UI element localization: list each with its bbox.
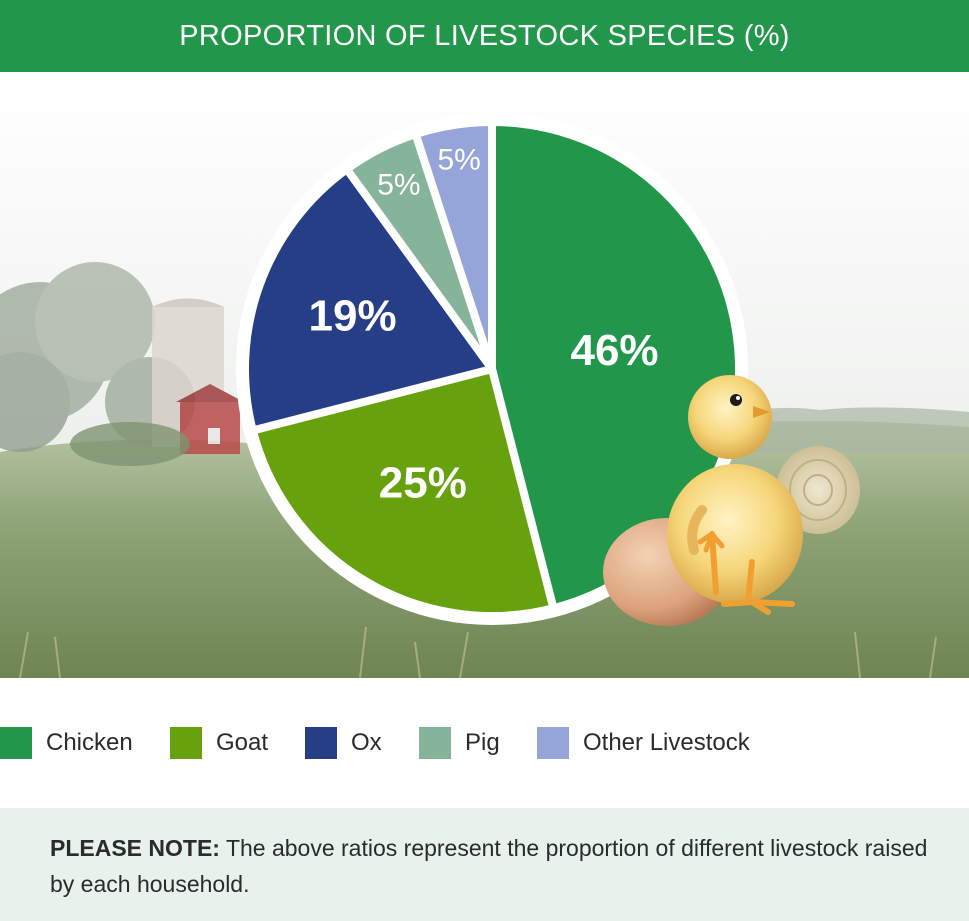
note-text: The above ratios represent the proportio… [50,835,928,897]
legend-item-goat: Goat [170,720,268,766]
legend-swatch [305,727,337,759]
legend-label: Other Livestock [583,729,750,756]
legend-swatch [0,727,32,759]
note-box: PLEASE NOTE: The above ratios represent … [0,808,969,921]
barn [152,298,244,454]
farm-background: 46% 25% 19% 5% 5% [0,72,969,678]
grass-texture [19,626,937,678]
pie-slice-other-livestock [411,118,496,373]
legend-label: Goat [216,729,269,756]
legend-item-chicken: Chicken [0,720,133,766]
chick-illustration [667,375,803,615]
legend-swatch [537,727,569,759]
pie-label-pig: 5% [377,168,420,201]
bush [70,422,190,466]
legend-label: Pig [465,729,500,756]
pie-group: 46% 25% 19% 5% 5% [236,113,748,625]
pie-label-goat: 25% [379,459,467,508]
pie-label-chicken: 46% [570,326,658,375]
chart-title: PROPORTION OF LIVESTOCK SPECIES (%) [179,19,790,52]
legend-item-other-livestock: Other Livestock [537,720,750,766]
note-prefix: PLEASE NOTE: [50,835,220,861]
legend-swatch [419,727,451,759]
pie-label-ox: 19% [309,291,397,340]
legend-label: Ox [351,729,382,756]
legend-item-pig: Pig [419,720,500,766]
chart-title-banner: PROPORTION OF LIVESTOCK SPECIES (%) [0,0,969,72]
pie-label-other-livestock: 5% [437,144,480,177]
pie-slice-ox [241,165,496,435]
legend-item-ox: Ox [305,720,382,766]
chart-legend: Chicken Goat Ox Pig Other Livestock [0,720,969,766]
pie-slice-goat [248,365,558,620]
legend-label: Chicken [46,729,133,756]
legend-swatch [170,727,202,759]
pie-chart: 46% 25% 19% 5% 5% [0,72,969,678]
